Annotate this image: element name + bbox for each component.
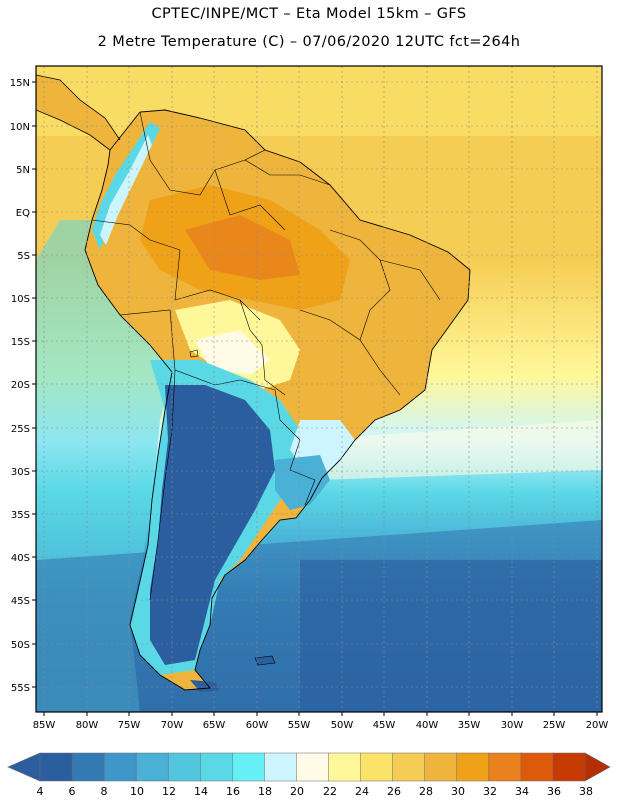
lon-label: 65W bbox=[203, 720, 226, 731]
lat-label: 20S bbox=[11, 380, 30, 391]
lon-label: 20W bbox=[586, 720, 609, 731]
colorbar-label: 10 bbox=[130, 785, 144, 798]
lat-label: 5S bbox=[17, 251, 30, 262]
colorbar-label: 30 bbox=[451, 785, 465, 798]
map-frame bbox=[35, 65, 603, 713]
lat-label: EQ bbox=[16, 208, 30, 219]
graticule bbox=[36, 66, 602, 712]
lon-label: 40W bbox=[416, 720, 439, 731]
lon-label: 75W bbox=[118, 720, 141, 731]
colorbar-label: 34 bbox=[515, 785, 529, 798]
lat-label: 45S bbox=[11, 596, 30, 607]
colorbar-label: 26 bbox=[387, 785, 401, 798]
lon-label: 25W bbox=[543, 720, 566, 731]
colorbar-label: 20 bbox=[290, 785, 304, 798]
colorbar-label: 6 bbox=[69, 785, 76, 798]
colorbar-label: 22 bbox=[323, 785, 337, 798]
colorbar-swatch bbox=[552, 752, 586, 782]
lat-label: 30S bbox=[11, 467, 30, 478]
lon-label: 55W bbox=[288, 720, 311, 731]
lat-label: 25S bbox=[11, 424, 30, 435]
colorbar-label: 24 bbox=[355, 785, 369, 798]
lon-label: 70W bbox=[161, 720, 184, 731]
colorbar-label: 14 bbox=[194, 785, 208, 798]
lat-label: 10S bbox=[11, 294, 30, 305]
colorbar-swatch bbox=[200, 752, 233, 782]
colorbar-label: 32 bbox=[483, 785, 497, 798]
colorbar-swatch bbox=[232, 752, 265, 782]
colorbar-swatch bbox=[488, 752, 522, 782]
colorbar-label: 12 bbox=[162, 785, 176, 798]
colorbar: 4 6 8 10 12 14 16 18 20 22 24 26 28 30 3… bbox=[7, 752, 611, 798]
colorbar-label: 4 bbox=[37, 785, 44, 798]
colorbar-swatch bbox=[328, 752, 362, 782]
colorbar-swatch bbox=[264, 752, 298, 782]
lon-label: 35W bbox=[458, 720, 481, 731]
axis-ticks bbox=[32, 81, 598, 716]
lat-label: 40S bbox=[11, 553, 30, 564]
colorbar-label: 36 bbox=[547, 785, 561, 798]
map-subtitle: 2 Metre Temperature (C) – 07/06/2020 12U… bbox=[97, 34, 521, 50]
lat-label: 35S bbox=[11, 510, 30, 521]
latitude-labels: 15N 10N 5N EQ 5S 10S 15S 20S 25S 30S 35S… bbox=[10, 78, 30, 694]
lon-label: 30W bbox=[501, 720, 524, 731]
lat-label: 50S bbox=[11, 640, 30, 651]
lon-label: 60W bbox=[246, 720, 269, 731]
colorbar-swatch bbox=[103, 752, 137, 782]
colorbar-swatch bbox=[424, 752, 458, 782]
colorbar-label: 8 bbox=[101, 785, 108, 798]
colorbar-swatch bbox=[360, 752, 394, 782]
lon-label: 50W bbox=[331, 720, 354, 731]
colorbar-low-arrow bbox=[7, 752, 41, 782]
colorbar-label: 16 bbox=[226, 785, 240, 798]
colorbar-swatch bbox=[456, 752, 490, 782]
colorbar-swatch bbox=[135, 752, 169, 782]
colorbar-label: 18 bbox=[258, 785, 272, 798]
map-title: CPTEC/INPE/MCT – Eta Model 15km – GFS bbox=[151, 6, 467, 22]
lat-label: 55S bbox=[11, 683, 30, 694]
lon-label: 80W bbox=[76, 720, 99, 731]
lat-label: 5N bbox=[16, 165, 30, 176]
lat-label: 15N bbox=[10, 78, 30, 89]
colorbar-swatch bbox=[296, 752, 330, 782]
colorbar-swatch bbox=[71, 752, 105, 782]
longitude-labels: 85W 80W 75W 70W 65W 60W 55W 50W 45W 40W … bbox=[33, 720, 609, 731]
lon-label: 45W bbox=[373, 720, 396, 731]
central-america bbox=[36, 75, 120, 150]
lat-label: 10N bbox=[10, 122, 30, 133]
colorbar-swatch bbox=[167, 752, 201, 782]
colorbar-swatch bbox=[39, 752, 73, 782]
colorbar-swatch bbox=[392, 752, 426, 782]
colorbar-high-arrow bbox=[584, 752, 611, 782]
colorbar-swatch bbox=[520, 752, 554, 782]
country-borders bbox=[91, 111, 441, 601]
lon-label: 85W bbox=[33, 720, 56, 731]
lat-label: 15S bbox=[11, 337, 30, 348]
colorbar-label: 38 bbox=[579, 785, 593, 798]
map-field bbox=[36, 66, 602, 712]
colorbar-label: 28 bbox=[419, 785, 433, 798]
